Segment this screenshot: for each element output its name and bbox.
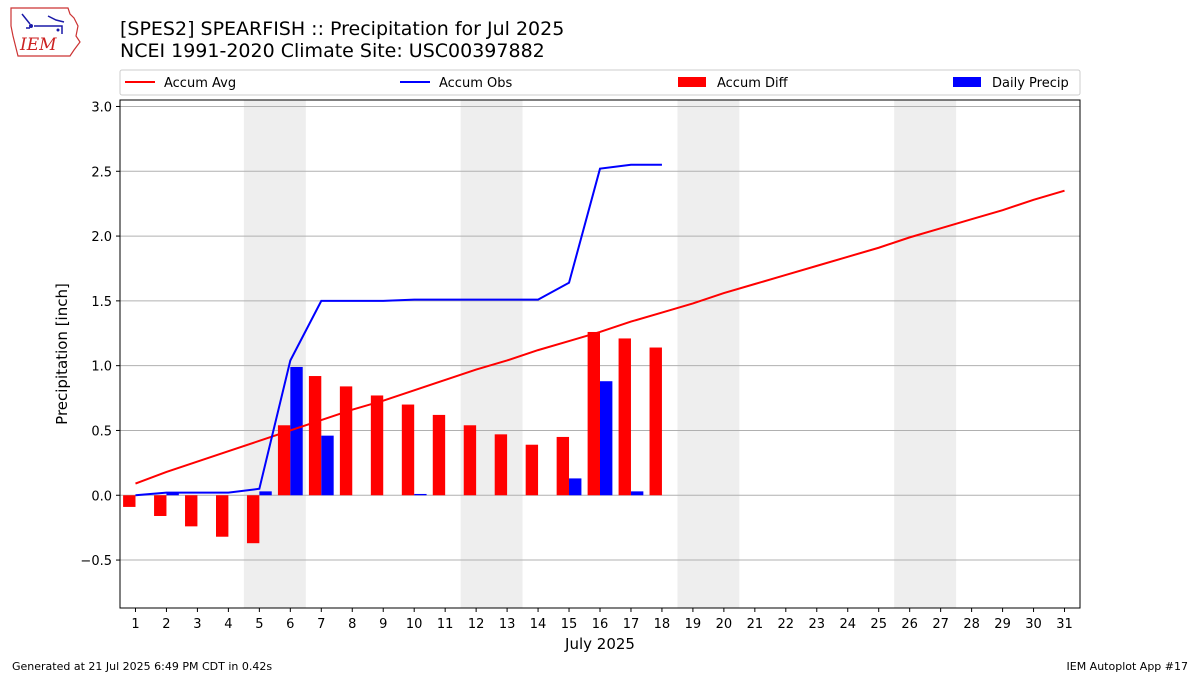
x-tick-label: 27 xyxy=(932,617,949,632)
legend: Accum Avg Accum Obs Accum Diff Daily Precip xyxy=(119,69,1081,96)
x-tick-label: 11 xyxy=(437,617,454,632)
x-tick-label: 7 xyxy=(317,617,325,632)
accum-obs-line xyxy=(135,163,662,497)
x-tick-label: 20 xyxy=(716,617,733,632)
accum-diff-bar xyxy=(649,347,662,496)
y-tick-label: 1.0 xyxy=(91,360,112,375)
y-tick-label: −0.5 xyxy=(80,554,112,569)
accum-diff-bar xyxy=(308,376,322,496)
daily-precip-bar xyxy=(414,493,427,496)
x-axis-ticks: 1 2 3 4 5 6 7 8 9 10 11 12 13 14 15 16 17 18 19 20 21 22 23 24 2… xyxy=(131,608,1073,632)
daily-precip-bar xyxy=(290,366,303,496)
legend-swatch-3 xyxy=(678,77,706,87)
x-tick-label: 14 xyxy=(530,617,547,632)
legend-label-2: Accum Obs xyxy=(439,76,512,91)
accum-diff-bar xyxy=(401,404,415,496)
accum-diff-bar xyxy=(556,436,570,496)
x-tick-label: 19 xyxy=(685,617,702,632)
x-axis-label: July 2025 xyxy=(564,635,635,653)
x-tick-label: 25 xyxy=(870,617,887,632)
x-tick-label: 26 xyxy=(901,617,918,632)
x-tick-label: 31 xyxy=(1056,617,1073,632)
y-tick-label: 3.0 xyxy=(91,100,112,115)
daily-precip-bar xyxy=(259,491,272,496)
accum-diff-bar xyxy=(463,425,477,496)
y-tick-label: 0.0 xyxy=(91,489,112,504)
x-tick-label: 24 xyxy=(839,617,856,632)
x-tick-label: 9 xyxy=(379,617,387,632)
bar-series xyxy=(123,331,662,544)
x-tick-label: 5 xyxy=(255,617,263,632)
daily-precip-bar xyxy=(569,478,582,496)
weekend-band-3 xyxy=(677,100,740,608)
x-tick-label: 15 xyxy=(561,617,578,632)
x-tick-label: 12 xyxy=(468,617,485,632)
x-tick-label: 10 xyxy=(406,617,423,632)
daily-precip-bar xyxy=(321,435,334,496)
iem-logo: IEM xyxy=(10,7,81,57)
x-tick-label: 23 xyxy=(809,617,826,632)
x-tick-label: 16 xyxy=(592,617,609,632)
x-tick-label: 29 xyxy=(994,617,1011,632)
accum-diff-bar xyxy=(618,338,631,496)
daily-precip-bar xyxy=(630,491,644,496)
x-tick-label: 22 xyxy=(778,617,795,632)
y-axis-label: Precipitation [inch] xyxy=(53,283,71,425)
accum-diff-bar xyxy=(587,331,600,496)
accum-diff-bar xyxy=(123,495,136,507)
x-tick-label: 8 xyxy=(348,617,356,632)
app-credit: IEM Autoplot App #17 xyxy=(1066,660,1189,673)
logo-text: IEM xyxy=(19,35,57,55)
chart-title: [SPES2] SPEARFISH :: Precipitation for J… xyxy=(120,18,565,40)
x-tick-label: 6 xyxy=(286,617,294,632)
legend-box xyxy=(119,69,1081,96)
accum-diff-bar xyxy=(216,495,229,537)
legend-label-4: Daily Precip xyxy=(992,76,1069,91)
weekend-band-2 xyxy=(460,100,523,608)
y-tick-label: 0.5 xyxy=(91,424,112,439)
weekend-band-4 xyxy=(894,100,957,608)
accum-diff-bar xyxy=(154,495,167,516)
chart-subtitle: NCEI 1991-2020 Climate Site: USC00397882 xyxy=(120,40,545,62)
x-tick-label: 4 xyxy=(224,617,232,632)
line-series xyxy=(135,163,1065,497)
y-axis-ticks: −0.5 0.0 0.5 1.0 1.5 2.0 2.5 3.0 xyxy=(80,100,120,569)
y-tick-label: 1.5 xyxy=(91,295,112,310)
daily-precip-bar xyxy=(166,492,179,496)
accum-avg-line xyxy=(135,189,1065,485)
x-tick-label: 30 xyxy=(1025,617,1042,632)
weekend-shading xyxy=(243,100,957,608)
x-tick-label: 28 xyxy=(963,617,980,632)
accum-diff-bar xyxy=(246,495,260,544)
x-tick-label: 2 xyxy=(162,617,170,632)
generated-timestamp: Generated at 21 Jul 2025 6:49 PM CDT in … xyxy=(12,660,273,673)
accum-diff-bar xyxy=(432,414,446,496)
legend-swatch-4 xyxy=(953,77,981,87)
legend-label-1: Accum Avg xyxy=(164,76,236,91)
x-tick-label: 13 xyxy=(499,617,516,632)
x-tick-label: 1 xyxy=(131,617,139,632)
accum-diff-bar xyxy=(277,425,291,496)
accum-diff-bar xyxy=(525,444,539,496)
daily-precip-bar xyxy=(600,381,613,496)
accum-diff-bar xyxy=(370,395,384,496)
x-tick-label: 18 xyxy=(654,617,671,632)
y-tick-label: 2.5 xyxy=(91,165,112,180)
accum-diff-bar xyxy=(494,434,508,496)
x-tick-label: 21 xyxy=(747,617,764,632)
y-tick-label: 2.0 xyxy=(91,230,112,245)
x-tick-label: 3 xyxy=(193,617,201,632)
accum-diff-bar xyxy=(185,495,198,527)
legend-label-3: Accum Diff xyxy=(717,76,789,91)
x-tick-label: 17 xyxy=(623,617,640,632)
accum-diff-bar xyxy=(339,386,353,496)
